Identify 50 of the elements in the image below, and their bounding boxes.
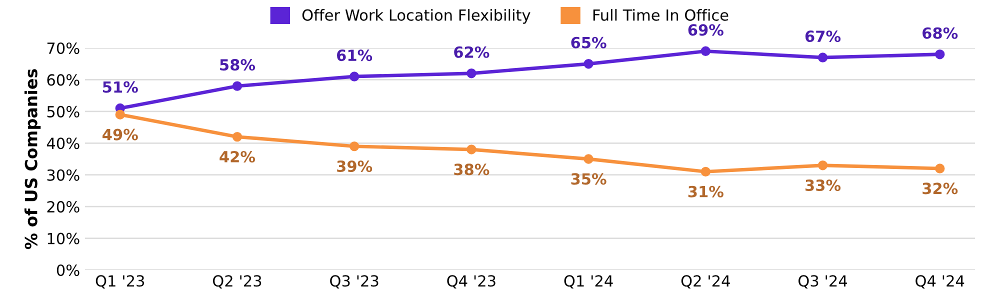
data-label: 31%	[688, 186, 724, 198]
y-tick-label: 50%	[47, 106, 80, 118]
y-tick-label: 40%	[46, 138, 80, 150]
point	[349, 72, 360, 82]
x-tick-label: Q1 '23	[96, 275, 144, 288]
data-label: 39%	[337, 160, 372, 172]
data-label: 68%	[922, 27, 958, 39]
y-tick-label: 0%	[56, 264, 80, 276]
point	[466, 68, 476, 78]
x-tick-label: Q3 '24	[798, 275, 848, 288]
point	[232, 132, 242, 142]
point	[349, 141, 360, 152]
y-tick-label: 30%	[47, 169, 80, 181]
data-label: 62%	[454, 46, 490, 58]
x-tick-label: Q3 '23	[330, 275, 378, 288]
data-label: 38%	[454, 164, 490, 176]
x-tick-label: Q1 '24	[564, 275, 613, 288]
data-label: 67%	[805, 30, 841, 42]
x-tick-label: Q2 '24	[681, 275, 730, 288]
x-tick-label: Q4 '23	[447, 275, 496, 288]
y-tick-label: 70%	[47, 42, 80, 54]
point	[818, 52, 828, 62]
point	[584, 154, 594, 164]
data-label: 35%	[571, 173, 606, 185]
data-label: 32%	[922, 182, 958, 194]
x-tick-label: Q4 '24	[916, 275, 964, 288]
point	[115, 110, 125, 120]
point	[584, 58, 594, 69]
point	[818, 160, 828, 170]
data-label: 33%	[806, 180, 841, 192]
point	[466, 144, 476, 154]
data-label: 51%	[103, 81, 138, 93]
point	[232, 81, 242, 91]
y-tick-label: 20%	[47, 201, 80, 213]
legend-label: Offer Work Location Flexibility	[302, 9, 530, 24]
point	[935, 49, 945, 60]
y-tick-label: 60%	[47, 74, 80, 86]
data-label: 49%	[102, 128, 138, 140]
legend-label: Full Time In Office	[593, 9, 728, 21]
data-label: 69%	[688, 24, 724, 36]
data-label: 42%	[220, 150, 256, 163]
x-tick-label: Q2 '23	[212, 275, 262, 288]
y-tick-label: 10%	[48, 232, 80, 244]
data-label: 65%	[571, 36, 606, 48]
point	[700, 46, 711, 56]
point	[935, 164, 945, 174]
point	[700, 166, 711, 177]
data-label: 58%	[220, 59, 256, 71]
y-axis-title: % of US Companies	[24, 69, 41, 250]
data-label: 61%	[337, 50, 372, 62]
